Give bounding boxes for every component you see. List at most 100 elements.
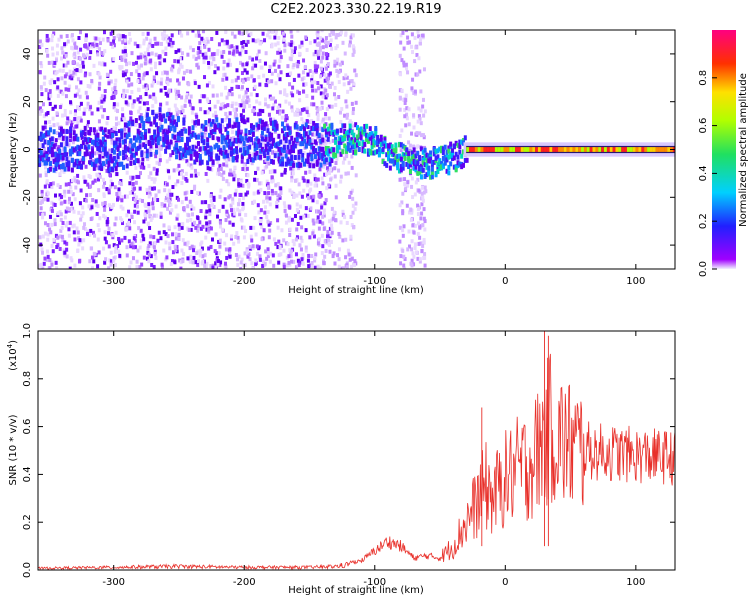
spectrogram-cell [269, 96, 273, 101]
spectrogram-cell [272, 62, 276, 67]
spectrogram-cell [260, 119, 264, 125]
spectrogram-cell [354, 147, 358, 152]
spectrogram-cell [48, 214, 52, 219]
spectrogram-cell [198, 160, 202, 166]
spectrogram-cell [176, 131, 180, 137]
spectrogram-cell [124, 41, 128, 46]
spectrogram-cell [334, 195, 338, 200]
spectrogram-cell [297, 262, 301, 267]
spectrogram-cell [203, 42, 207, 47]
spectrogram-cell [302, 82, 306, 87]
spectrogram-cell [419, 121, 423, 126]
spectrogram-cell [96, 165, 100, 170]
spectrogram-cell [197, 33, 201, 38]
spectrogram-cell [410, 239, 414, 244]
spectrogram-cell [329, 177, 333, 182]
spectrogram-cell [123, 144, 127, 150]
spectrogram-cell [54, 58, 58, 63]
spectrogram-cell [311, 198, 315, 203]
spectrogram-cell [142, 219, 146, 224]
spectrogram-cell [250, 161, 254, 166]
spectrogram-cell [267, 112, 271, 117]
spectrogram-cell [188, 246, 192, 251]
spectrogram-cell [348, 257, 352, 262]
spectrogram-cell [292, 194, 296, 199]
spectrogram-cell [307, 253, 311, 258]
spectrogram-cell [74, 71, 78, 76]
spectrogram-cell [243, 93, 247, 98]
spectrogram-cell [312, 149, 316, 155]
spectrogram-cell [173, 127, 177, 133]
spectrogram-cell [193, 260, 197, 265]
spectrogram-cell [103, 230, 107, 235]
spectrogram-cell [296, 89, 300, 94]
spectrogram-cell [503, 147, 507, 152]
spectrogram-cell [383, 140, 387, 146]
spectrogram-cell [228, 144, 232, 150]
spectrogram-cell [114, 216, 118, 221]
spectrogram-cell [263, 38, 267, 43]
spectrogram-cell [150, 262, 154, 267]
spectrogram-cell [243, 77, 247, 82]
spectrogram-cell [456, 154, 460, 160]
spectrogram-cell [316, 113, 320, 118]
spectrogram-cell [165, 101, 169, 106]
spectrogram-cell [155, 168, 159, 173]
spectrogram-cell [170, 33, 174, 38]
spectrogram-cell [321, 51, 325, 56]
spectrogram-cell [319, 153, 323, 159]
spectrogram-cell [270, 71, 274, 76]
spectrogram-cell [230, 31, 234, 36]
spectrogram-cell [661, 147, 665, 152]
spectrogram-cell [45, 153, 49, 159]
spectrogram-cell [260, 136, 264, 142]
spectrogram-cell [145, 190, 149, 195]
spectrogram-cell [325, 107, 329, 112]
spectrogram-cell [227, 92, 231, 97]
spectrogram-cell [285, 123, 289, 128]
spectrogram-y-tick-label: 20 [22, 95, 33, 108]
spectrogram-cell [346, 129, 350, 135]
spectrogram-cell [76, 62, 80, 67]
spectrogram-cell [497, 147, 501, 152]
spectrogram-cell [325, 56, 329, 61]
spectrogram-cell [232, 107, 236, 112]
spectrogram-cell [288, 159, 292, 165]
spectrogram-cell [283, 208, 287, 213]
spectrogram-cell [349, 190, 353, 195]
spectrogram-cell [352, 49, 356, 54]
spectrogram-cell [320, 233, 324, 238]
spectrogram-cell [346, 171, 350, 176]
spectrogram-cell [83, 155, 87, 160]
spectrogram-cell [452, 155, 456, 161]
spectrogram-cell [337, 168, 341, 173]
spectrogram-cell [132, 99, 136, 104]
spectrogram-cell [116, 154, 120, 160]
spectrogram-cell [55, 111, 59, 116]
spectrogram-cell [461, 140, 465, 146]
spectrogram-cell [165, 139, 169, 145]
spectrogram-cell [407, 151, 411, 157]
spectrogram-cell [67, 119, 71, 124]
spectrogram-cell [226, 44, 230, 49]
spectrogram-cell [147, 202, 151, 207]
spectrogram-cell [134, 158, 138, 164]
spectrogram-cell [160, 77, 164, 82]
spectrogram-cell [407, 157, 411, 163]
spectrogram-cell [143, 202, 147, 207]
spectrogram-cell [298, 44, 302, 49]
spectrogram-cell [111, 202, 115, 207]
spectrogram-cell [243, 262, 247, 267]
spectrogram-cell [154, 61, 158, 66]
spectrogram-cell [324, 198, 328, 203]
spectrogram-cell [248, 257, 252, 262]
spectrogram-cell [398, 203, 402, 208]
spectrogram-cell [500, 147, 504, 152]
spectrogram-cell [349, 236, 353, 241]
spectrogram-cell [304, 228, 308, 233]
spectrogram-cell [204, 265, 208, 269]
spectrogram-cell [352, 144, 356, 150]
spectrogram-cell [76, 136, 80, 142]
spectrogram-cell [178, 130, 182, 136]
spectrogram-cell [60, 149, 64, 154]
